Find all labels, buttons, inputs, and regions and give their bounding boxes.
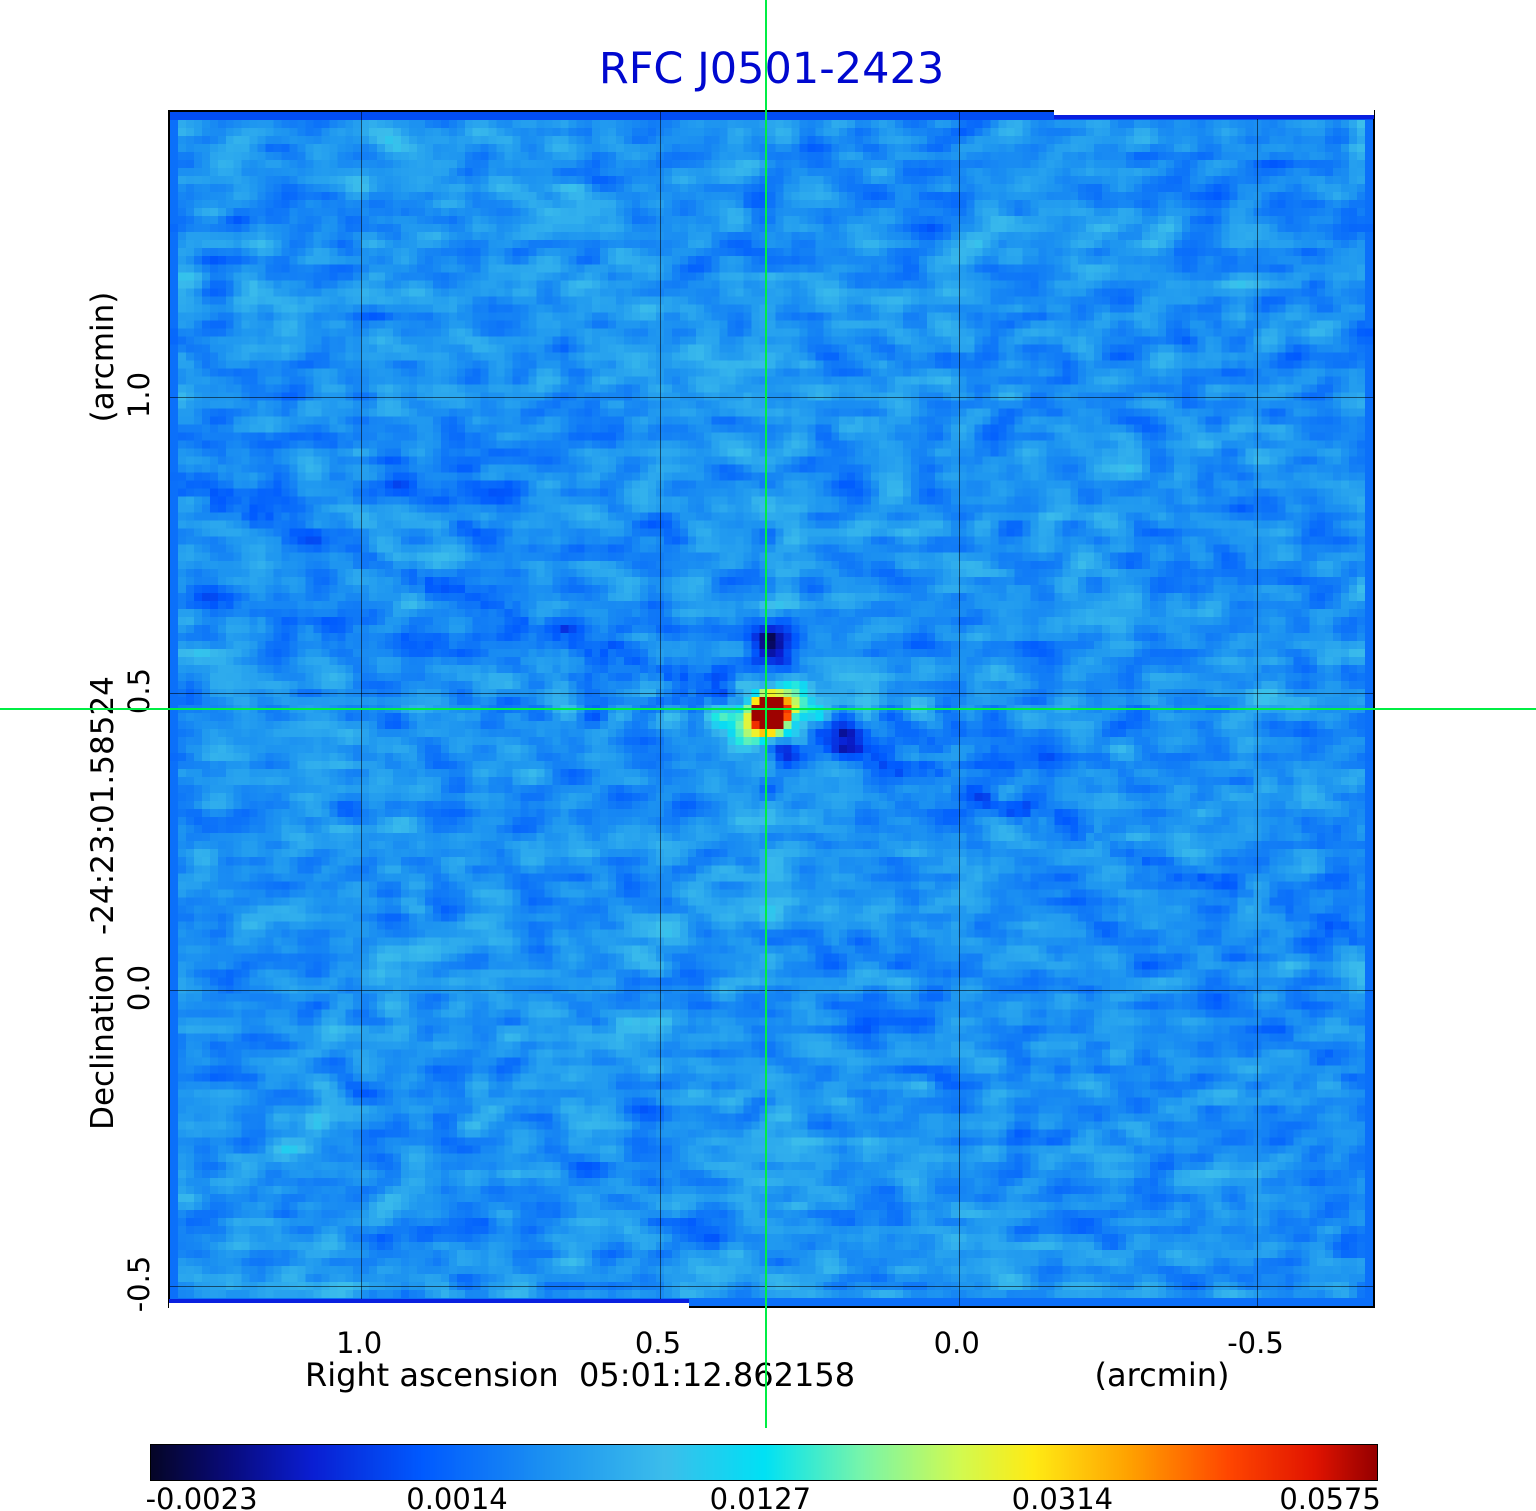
y-axis-label: Declination -24:23:01.58524 (85, 676, 121, 1130)
plot-title: RFC J0501-2423 (598, 44, 945, 94)
y-tick-label: 1.0 (122, 371, 156, 418)
grid-line-horizontal (170, 693, 1373, 695)
y-axis-unit-label: (arcmin) (85, 291, 121, 423)
grid-line-horizontal (170, 989, 1373, 991)
colorbar-tick-label: -0.0023 (145, 1482, 258, 1511)
x-tick-label: -0.5 (1227, 1326, 1284, 1360)
x-tick-label: 1.0 (336, 1326, 383, 1360)
map-edge-notch-bottom-left (169, 1299, 689, 1308)
x-axis-unit-label: (arcmin) (1094, 1356, 1230, 1394)
colorbar-tick-label: 0.0575 (1279, 1482, 1381, 1511)
y-tick-label: 0.0 (122, 964, 156, 1011)
colorbar-tick-label: 0.0127 (709, 1482, 812, 1511)
colorbar-tick-label: 0.0014 (406, 1482, 508, 1511)
y-tick-label: -0.5 (122, 1255, 156, 1313)
map-edge-notch-top-right (1054, 110, 1374, 119)
x-tick-label: 0.5 (634, 1326, 682, 1360)
colorbar (150, 1444, 1378, 1481)
x-tick-label: 0.0 (933, 1326, 980, 1360)
crosshair-vertical-line (764, 0, 767, 1428)
grid-line-horizontal (170, 396, 1373, 398)
colorbar-tick-label: 0.0314 (1011, 1482, 1114, 1511)
x-axis-label: Right ascension 05:01:12.862158 (304, 1356, 856, 1394)
grid-line-horizontal (170, 1286, 1373, 1288)
crosshair-horizontal-line (0, 708, 1536, 710)
